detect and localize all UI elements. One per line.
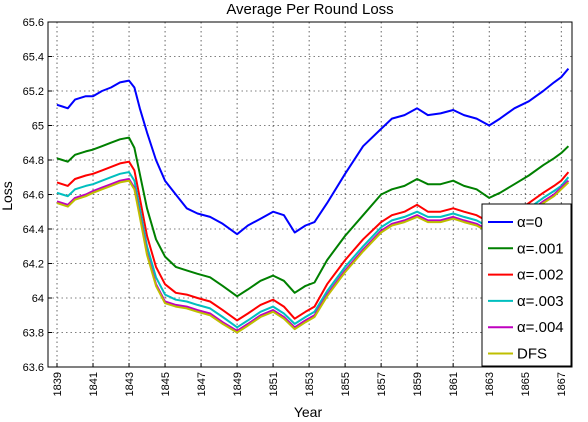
y-tick-label: 65.2 (23, 86, 44, 98)
x-tick-label: 1855 (340, 372, 352, 396)
x-tick-label: 1849 (232, 372, 244, 396)
series-line (56, 178, 570, 332)
legend: α=0 α=.001 α=.002 α=.003 α=.004 DFS (481, 203, 572, 367)
x-tick-label: 1845 (160, 372, 172, 396)
chart-title: Average Per Round Loss (226, 1, 393, 18)
y-tick-label: 64 (32, 293, 44, 305)
x-tick-label: 1847 (196, 372, 208, 396)
legend-label: α=.004 (517, 319, 564, 336)
x-tick-label: 1841 (88, 372, 100, 396)
series-line (56, 136, 570, 298)
y-tick-label: 63.6 (23, 362, 44, 374)
y-tick-label: 64.2 (23, 259, 44, 271)
series-lines (56, 67, 570, 334)
legend-box (481, 203, 572, 367)
y-tick-label: 64.8 (23, 155, 44, 167)
x-tick-label: 1865 (520, 372, 532, 396)
y-tick-label: 65.6 (23, 17, 44, 29)
x-tick-label: 1861 (448, 372, 460, 396)
legend-label: α=0 (517, 214, 543, 231)
x-tick-label: 1839 (52, 372, 64, 396)
x-tick-label: 1843 (124, 372, 136, 396)
y-tick-label: 65.4 (23, 52, 44, 64)
legend-label: DFS (517, 346, 547, 363)
legend-label: α=.001 (517, 240, 564, 257)
y-tick-label: 65 (32, 121, 44, 133)
x-tick-label: 1863 (484, 372, 496, 396)
legend-label: α=.002 (517, 267, 564, 284)
x-tick-label: 1859 (412, 372, 424, 396)
legend-items: α=0 α=.001 α=.002 α=.003 α=.004 DFS (488, 214, 564, 363)
x-axis-label: Year (294, 404, 323, 420)
series-line (56, 160, 570, 322)
y-tick-label: 63.8 (23, 328, 44, 340)
y-tick-label: 64.6 (23, 190, 44, 202)
y-axis-label: Loss (0, 181, 15, 211)
x-tick-label: 1857 (376, 372, 388, 396)
y-tick-label: 64.4 (23, 224, 44, 236)
series-line (56, 171, 570, 329)
x-tick-label: 1867 (556, 372, 568, 396)
x-tick-label: 1853 (304, 372, 316, 396)
y-axis-ticks: 63.6 63.8 64 64.2 64.4 64.6 64.8 65 65.2 65.4 65.6 (23, 17, 52, 374)
x-tick-label: 1851 (268, 372, 280, 396)
x-axis-ticks: 1839 1841 1843 1845 1847 1849 1851 1853 1855 1857… (52, 363, 568, 396)
legend-label: α=.003 (517, 293, 564, 310)
series-line (56, 179, 570, 334)
series-line (56, 67, 570, 236)
